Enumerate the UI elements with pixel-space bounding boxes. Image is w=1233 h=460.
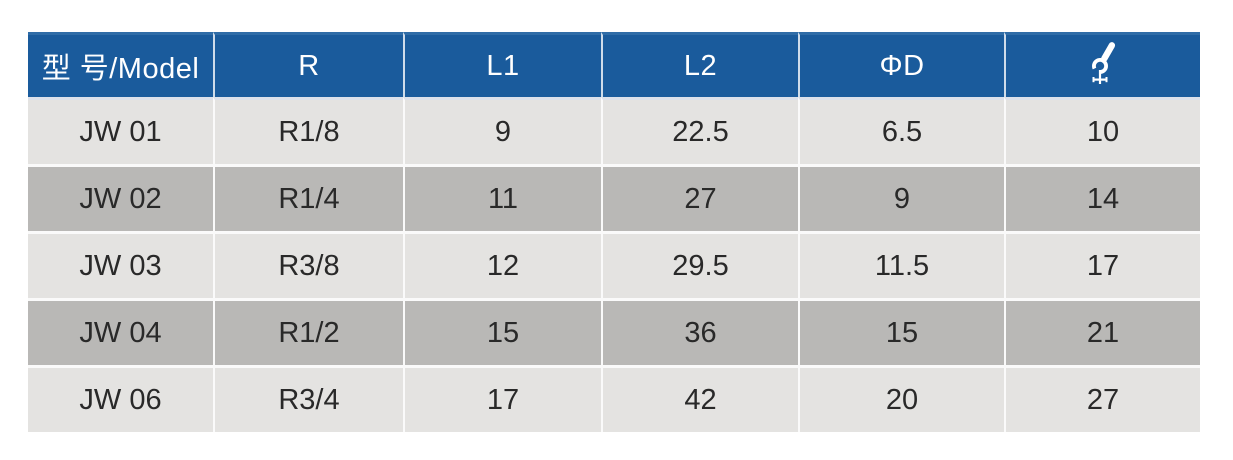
cell-l1: 9 xyxy=(403,97,601,164)
col-header-r: R xyxy=(213,32,403,97)
cell-model: JW 06 xyxy=(28,365,213,432)
cell-r: R1/2 xyxy=(213,298,403,365)
table-body: JW 01 R1/8 9 22.5 6.5 10 JW 02 R1/4 11 2… xyxy=(28,97,1200,432)
cell-l2: 29.5 xyxy=(601,231,798,298)
col-header-model: 型 号/Model xyxy=(28,32,213,97)
cell-phi-d: 6.5 xyxy=(798,97,1004,164)
cell-model: JW 04 xyxy=(28,298,213,365)
cell-l2: 27 xyxy=(601,164,798,231)
cell-wrench-size: 14 xyxy=(1004,164,1200,231)
col-header-l1: L1 xyxy=(403,32,601,97)
cell-wrench-size: 27 xyxy=(1004,365,1200,432)
cell-model: JW 01 xyxy=(28,97,213,164)
cell-wrench-size: 10 xyxy=(1004,97,1200,164)
cell-l2: 22.5 xyxy=(601,97,798,164)
cell-l1: 15 xyxy=(403,298,601,365)
cell-l2: 36 xyxy=(601,298,798,365)
col-header-wrench-size xyxy=(1004,32,1200,97)
table-row: JW 06 R3/4 17 42 20 27 xyxy=(28,365,1200,432)
cell-l1: 11 xyxy=(403,164,601,231)
table-row: JW 01 R1/8 9 22.5 6.5 10 xyxy=(28,97,1200,164)
header-row: 型 号/Model R L1 L2 ΦD xyxy=(28,32,1200,97)
cell-l2: 42 xyxy=(601,365,798,432)
cell-phi-d: 15 xyxy=(798,298,1004,365)
table-row: JW 04 R1/2 15 36 15 21 xyxy=(28,298,1200,365)
cell-phi-d: 20 xyxy=(798,365,1004,432)
wrench-size-icon xyxy=(1085,37,1121,87)
cell-l1: 17 xyxy=(403,365,601,432)
spec-table-container: 型 号/Model R L1 L2 ΦD xyxy=(28,32,1200,432)
cell-r: R3/8 xyxy=(213,231,403,298)
cell-l1: 12 xyxy=(403,231,601,298)
cell-model: JW 03 xyxy=(28,231,213,298)
table-header: 型 号/Model R L1 L2 ΦD xyxy=(28,32,1200,97)
model-spec-table: 型 号/Model R L1 L2 ΦD xyxy=(28,32,1200,432)
cell-r: R3/4 xyxy=(213,365,403,432)
cell-phi-d: 9 xyxy=(798,164,1004,231)
cell-wrench-size: 21 xyxy=(1004,298,1200,365)
cell-r: R1/4 xyxy=(213,164,403,231)
table-row: JW 02 R1/4 11 27 9 14 xyxy=(28,164,1200,231)
col-header-l2: L2 xyxy=(601,32,798,97)
cell-phi-d: 11.5 xyxy=(798,231,1004,298)
col-header-phi-d: ΦD xyxy=(798,32,1004,97)
cell-r: R1/8 xyxy=(213,97,403,164)
cell-model: JW 02 xyxy=(28,164,213,231)
cell-wrench-size: 17 xyxy=(1004,231,1200,298)
table-row: JW 03 R3/8 12 29.5 11.5 17 xyxy=(28,231,1200,298)
